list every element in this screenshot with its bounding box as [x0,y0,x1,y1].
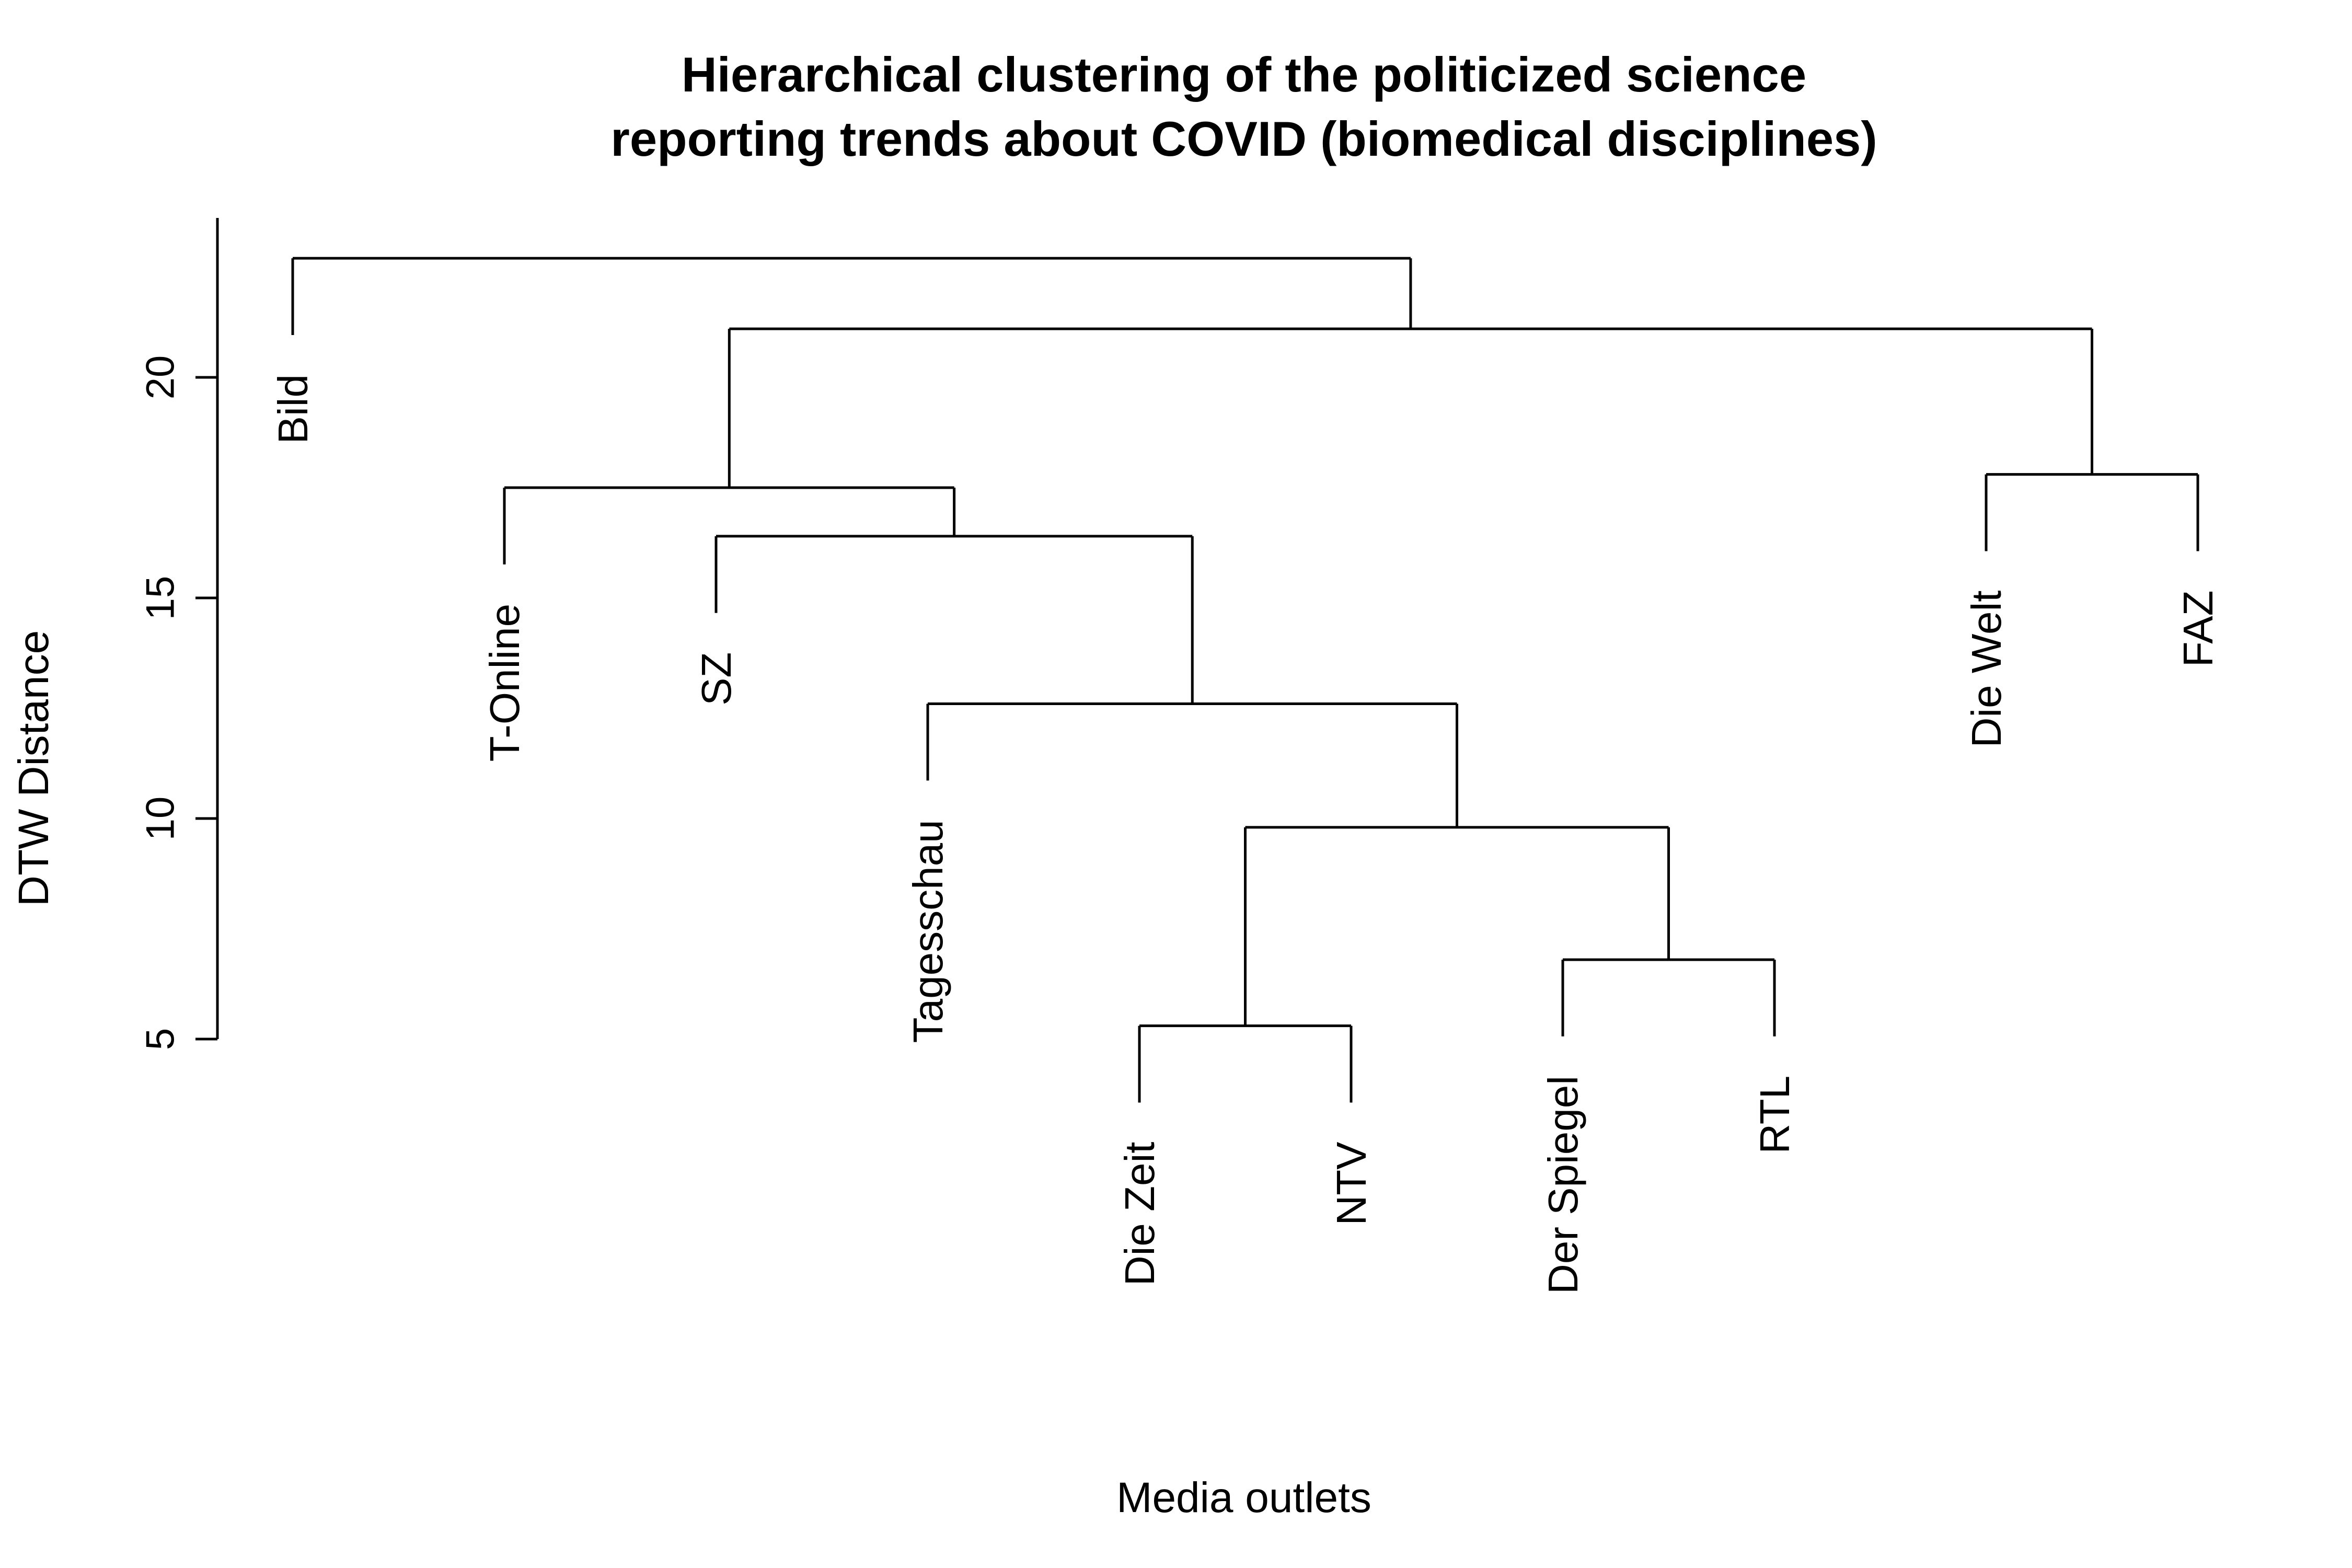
y-tick-label-5: 5 [139,1028,183,1050]
y-tick-label-20: 20 [139,355,183,400]
leaf-label-ntv: NTV [1328,1142,1375,1226]
leaf-label-faz: FAZ [2175,591,2221,667]
y-axis-label: DTW Distance [10,630,57,907]
leaf-label-t-online: T-Online [481,604,528,762]
leaf-label-der-spiegel: Der Spiegel [1540,1076,1586,1294]
chart-title-line-1: Hierarchical clustering of the politiciz… [682,47,1806,102]
y-tick-label-15: 15 [139,576,183,620]
leaf-label-rtl: RTL [1751,1076,1798,1154]
leaf-label-bild: Bild [270,374,316,444]
dendrogram-links [291,257,2199,1103]
x-axis-label: Media outlets [1116,1474,1371,1521]
y-tick-label-10: 10 [139,797,183,841]
leaf-label-tagesschau: Tagesschau [905,820,951,1043]
chart-title-line-2: reporting trends about COVID (biomedical… [610,111,1877,166]
y-axis: 5 10 15 20 [139,218,219,1050]
leaf-label-sz: SZ [693,652,740,706]
leaf-label-die-zeit: Die Zeit [1116,1142,1163,1286]
leaf-labels: Bild T-Online SZ Tagesschau Die Zeit NTV Der S… [270,374,2221,1294]
leaf-label-die-welt: Die Welt [1963,591,2010,748]
